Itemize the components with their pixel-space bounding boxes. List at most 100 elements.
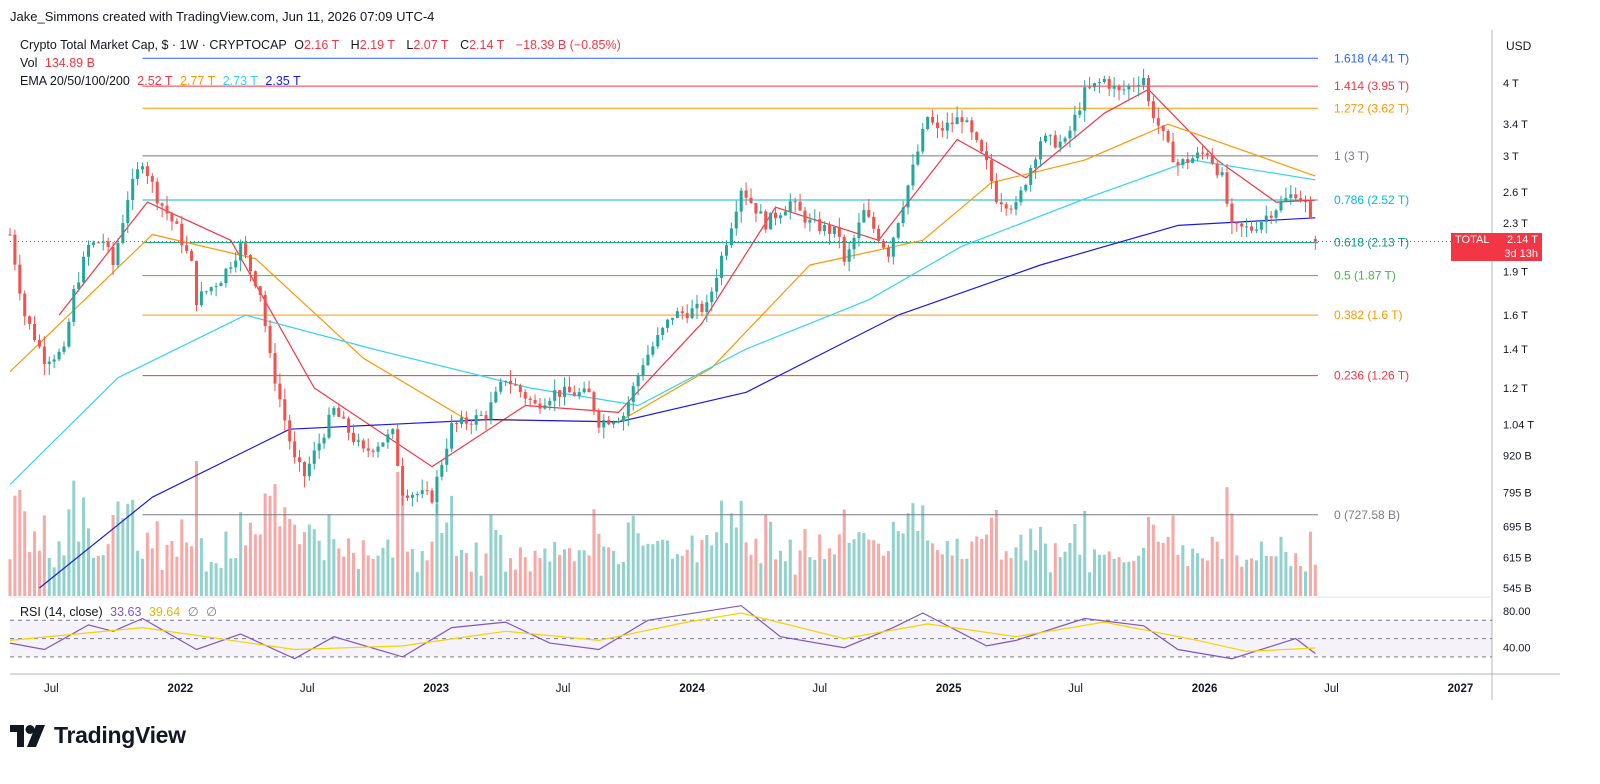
volume-bar bbox=[1299, 566, 1303, 596]
volume-bar bbox=[150, 548, 154, 596]
volume-label[interactable]: Vol bbox=[20, 56, 38, 70]
volume-bar bbox=[1024, 560, 1028, 596]
volume-bar bbox=[425, 560, 429, 596]
candle-body bbox=[62, 346, 66, 352]
price-tick-label: 3 T bbox=[1503, 151, 1519, 163]
candle-body bbox=[1171, 141, 1175, 163]
volume-bar bbox=[935, 550, 939, 596]
candle-body bbox=[1097, 82, 1101, 84]
volume-bar bbox=[317, 540, 321, 596]
candle-body bbox=[401, 466, 405, 496]
candle-body bbox=[582, 388, 586, 393]
candle-body bbox=[435, 476, 439, 503]
candle-body bbox=[126, 199, 130, 224]
candle-body bbox=[661, 327, 665, 336]
volume-bar bbox=[1063, 551, 1067, 596]
candle-body bbox=[602, 420, 606, 428]
volume-bar bbox=[140, 558, 145, 596]
candle-body bbox=[705, 302, 709, 312]
volume-bar bbox=[494, 530, 498, 596]
volume-bar bbox=[219, 567, 223, 596]
volume-bar bbox=[744, 542, 748, 596]
candle-body bbox=[1068, 130, 1072, 139]
volume-bar bbox=[906, 513, 910, 596]
volume-bar bbox=[435, 503, 439, 596]
volume-bar bbox=[1259, 541, 1263, 596]
candle-body bbox=[656, 335, 660, 347]
brand-name: TradingView bbox=[54, 722, 186, 748]
volume-bar bbox=[469, 571, 473, 596]
candle-body bbox=[778, 215, 782, 219]
volume-bar bbox=[1117, 557, 1121, 596]
candle-body bbox=[528, 398, 532, 400]
time-tick-label: Jul bbox=[1324, 683, 1339, 695]
volume-bar bbox=[523, 557, 527, 596]
candle-body bbox=[1176, 162, 1180, 165]
ema100-value: 2.73 T bbox=[222, 74, 258, 88]
candle-body bbox=[224, 268, 228, 284]
candle-body bbox=[783, 211, 787, 216]
candle-body bbox=[1269, 215, 1273, 218]
tradingview-logo-icon bbox=[10, 724, 45, 747]
candle-body bbox=[739, 190, 743, 212]
volume-bar bbox=[616, 564, 621, 596]
volume-bar bbox=[543, 548, 547, 596]
candle-body bbox=[1078, 110, 1082, 115]
candle-body bbox=[567, 386, 571, 393]
volume-bar bbox=[121, 518, 125, 596]
volume-bar bbox=[553, 541, 557, 596]
candle-body bbox=[484, 415, 488, 420]
price-tick-label: 2.6 T bbox=[1503, 187, 1528, 199]
volume-bar bbox=[867, 539, 871, 596]
legend-rsi: RSI (14, close) 33.63 39.64 ∅ ∅ bbox=[20, 604, 217, 619]
candle-body bbox=[244, 243, 248, 256]
fib-label: 1.618 (4.41 T) bbox=[1334, 51, 1409, 65]
candle-body bbox=[720, 255, 724, 278]
candle-body bbox=[425, 490, 429, 492]
currency-label[interactable]: USD bbox=[1506, 39, 1532, 53]
candle-body bbox=[307, 463, 311, 477]
volume-bar bbox=[57, 541, 61, 596]
candle-body bbox=[1181, 159, 1185, 165]
fib-label: 0.5 (1.87 T) bbox=[1334, 269, 1396, 283]
symbol-title[interactable]: Crypto Total Market Cap, $ · 1W · CRYPTO… bbox=[20, 38, 287, 52]
candle-body bbox=[881, 240, 886, 248]
time-tick-label: Jul bbox=[300, 683, 315, 695]
candle-body bbox=[464, 417, 468, 424]
candle-body bbox=[194, 260, 198, 306]
volume-bar bbox=[592, 509, 596, 596]
price-tick-label: 1.4 T bbox=[1503, 344, 1528, 356]
volume-bar bbox=[587, 555, 591, 596]
ema-label[interactable]: EMA 20/50/100/200 bbox=[20, 74, 130, 88]
candle-body bbox=[96, 242, 100, 244]
volume-bar bbox=[1245, 559, 1249, 596]
volume-bar bbox=[1240, 566, 1244, 596]
volume-bar bbox=[769, 521, 773, 596]
candle-body bbox=[960, 117, 964, 123]
volume-bar bbox=[788, 539, 792, 596]
volume-bar bbox=[332, 539, 336, 596]
volume-bar bbox=[636, 533, 640, 596]
volume-bar bbox=[572, 561, 576, 596]
candle-body bbox=[774, 212, 778, 219]
volume-bar bbox=[136, 550, 140, 596]
volume-bar bbox=[37, 550, 41, 596]
rsi-label[interactable]: RSI (14, close) bbox=[20, 605, 103, 619]
candle-body bbox=[680, 311, 684, 314]
volume-bar bbox=[661, 539, 665, 596]
candle-body bbox=[1112, 85, 1116, 89]
candle-body bbox=[955, 117, 959, 125]
volume-bar bbox=[459, 550, 463, 596]
time-tick-label: 2027 bbox=[1448, 683, 1474, 695]
volume-bar bbox=[1097, 554, 1101, 596]
rsi-tick-label: 40.00 bbox=[1503, 643, 1531, 655]
fib-label: 0.236 (1.26 T) bbox=[1334, 369, 1409, 383]
candle-body bbox=[710, 291, 714, 303]
brand: TradingView bbox=[10, 722, 186, 749]
volume-bar bbox=[558, 554, 562, 596]
volume-bar bbox=[464, 553, 468, 596]
volume-bar bbox=[28, 552, 32, 596]
volume-bar bbox=[204, 571, 208, 596]
volume-bar bbox=[1107, 551, 1111, 596]
